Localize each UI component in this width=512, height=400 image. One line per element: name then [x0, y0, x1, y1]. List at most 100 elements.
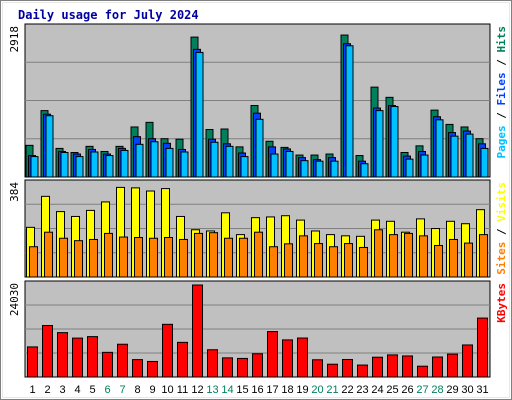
- bar-kbytes-day-2: [42, 325, 53, 378]
- day-label: 17: [266, 384, 278, 396]
- bar-pages-day-20: [315, 160, 324, 178]
- series-label: Visits: [495, 182, 508, 222]
- bar-sites-day-30: [464, 242, 473, 278]
- series-label: Hits: [495, 26, 508, 53]
- bar-kbytes-day-19: [297, 337, 308, 378]
- bar-pages-day-22: [345, 45, 354, 178]
- bar-pages-day-10: [165, 147, 174, 178]
- day-label: 15: [236, 384, 248, 396]
- day-label: 31: [476, 384, 488, 396]
- bar-kbytes-day-17: [267, 331, 278, 378]
- bar-sites-day-27: [419, 235, 428, 278]
- day-label: 9: [149, 384, 155, 396]
- bar-pages-day-2: [45, 115, 54, 178]
- bar-sites-day-28: [434, 245, 443, 278]
- bar-sites-day-17: [269, 246, 278, 278]
- series-label: /: [495, 222, 508, 242]
- bar-pages-day-8: [135, 143, 144, 178]
- bar-pages-day-30: [465, 133, 474, 178]
- bar-pages-day-5: [90, 151, 99, 178]
- day-label: 21: [326, 384, 338, 396]
- bar-pages-day-11: [180, 151, 189, 178]
- bar-sites-day-21: [329, 246, 338, 278]
- bar-pages-day-3: [60, 151, 69, 178]
- bar-kbytes-day-15: [237, 357, 248, 378]
- chart-title: Daily usage for July 2024: [18, 8, 199, 22]
- day-label: 12: [191, 384, 203, 396]
- series-labels: KBytes: [495, 283, 508, 323]
- bar-sites-day-6: [104, 232, 113, 278]
- bar-pages-day-19: [300, 160, 309, 178]
- bar-pages-day-26: [405, 158, 414, 178]
- bar-kbytes-day-27: [417, 365, 428, 378]
- day-label: 24: [371, 384, 383, 396]
- bar-kbytes-day-23: [357, 364, 368, 378]
- bar-kbytes-day-10: [162, 323, 173, 378]
- bar-pages-day-6: [105, 155, 114, 178]
- bar-sites-day-14: [224, 237, 233, 278]
- panels-layer: 2918 Pages / Files / Hits 384 Sites / Visit…: [8, 23, 508, 378]
- bar-kbytes-day-4: [72, 337, 83, 378]
- day-label: 7: [119, 384, 125, 396]
- bar-kbytes-day-3: [57, 332, 68, 378]
- bar-sites-day-18: [284, 243, 293, 278]
- bar-kbytes-day-13: [207, 349, 218, 378]
- bar-kbytes-day-1: [27, 346, 38, 378]
- series-label: /: [495, 106, 508, 126]
- series-pages: [30, 45, 489, 178]
- series-label: KBytes: [495, 283, 508, 323]
- day-label: 22: [341, 384, 353, 396]
- series-sites: [29, 229, 488, 278]
- day-label: 4: [74, 384, 80, 396]
- bar-sites-day-25: [389, 234, 398, 278]
- bar-sites-day-9: [149, 237, 158, 278]
- bar-sites-day-7: [119, 236, 128, 278]
- bar-sites-day-2: [44, 231, 53, 278]
- bar-sites-day-10: [164, 237, 173, 278]
- bar-pages-day-25: [390, 106, 399, 178]
- bar-sites-day-11: [179, 238, 188, 278]
- series-label: Files: [495, 72, 508, 105]
- bar-kbytes-day-12: [192, 284, 203, 378]
- day-label: 16: [251, 384, 263, 396]
- bar-pages-day-12: [195, 51, 204, 178]
- bar-sites-day-26: [404, 232, 413, 278]
- bar-sites-day-3: [59, 237, 68, 278]
- bar-pages-day-28: [435, 119, 444, 178]
- bar-sites-day-4: [74, 240, 83, 278]
- bar-sites-day-22: [344, 243, 353, 278]
- bar-pages-day-16: [255, 118, 264, 178]
- bar-pages-day-21: [330, 160, 339, 178]
- bar-kbytes-day-31: [477, 317, 488, 378]
- day-label: 27: [416, 384, 428, 396]
- bar-sites-day-15: [239, 237, 248, 278]
- panel-visits_sites: 384 Sites / Visits: [8, 179, 508, 278]
- bar-kbytes-day-25: [387, 354, 398, 378]
- day-label: 11: [177, 384, 188, 396]
- day-label: 6: [104, 384, 110, 396]
- bar-pages-day-7: [120, 149, 129, 178]
- bar-kbytes-day-26: [402, 355, 413, 378]
- bar-sites-day-24: [374, 229, 383, 278]
- bar-kbytes-day-28: [432, 356, 443, 378]
- bar-pages-day-29: [450, 135, 459, 178]
- bar-sites-day-1: [29, 246, 38, 278]
- day-label: 19: [296, 384, 308, 396]
- bar-sites-day-23: [359, 246, 368, 278]
- day-label: 14: [221, 384, 233, 396]
- bar-kbytes-day-21: [327, 363, 338, 378]
- bar-pages-day-31: [480, 147, 489, 178]
- day-label: 30: [461, 384, 473, 396]
- day-label: 10: [161, 384, 173, 396]
- day-label: 1: [29, 384, 35, 396]
- bar-pages-day-1: [30, 156, 39, 178]
- bar-pages-day-17: [270, 153, 279, 178]
- bar-pages-day-9: [150, 141, 159, 178]
- bar-sites-day-31: [479, 234, 488, 278]
- y-max-label: 2918: [8, 26, 21, 53]
- series-label: Pages: [495, 125, 508, 158]
- bar-kbytes-day-8: [132, 359, 143, 378]
- day-label: 28: [431, 384, 443, 396]
- day-labels: 1 2 3 4 5 6 7 8 9 10 11 12 13 14 15 16 17 18 19 20 21 22 23 24 2…: [29, 384, 488, 396]
- day-label: 5: [89, 384, 95, 396]
